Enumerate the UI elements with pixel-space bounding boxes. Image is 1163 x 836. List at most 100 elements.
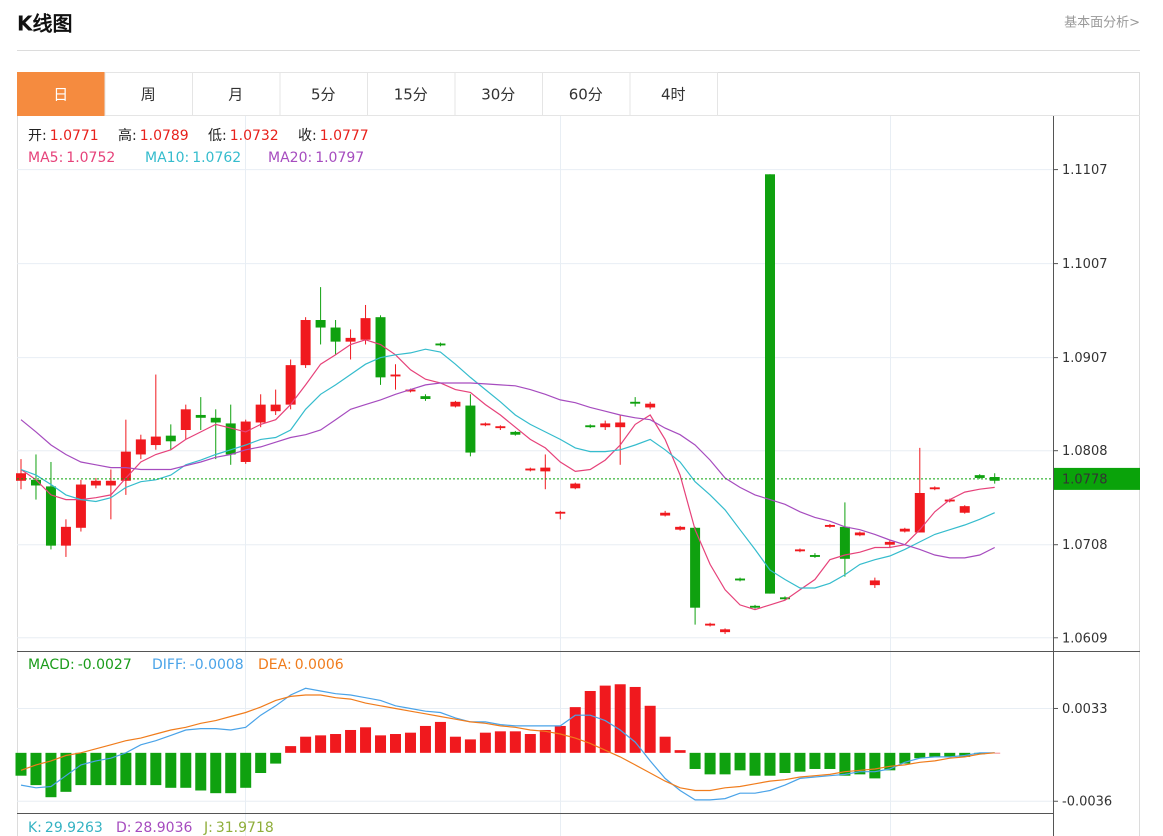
tab-label[interactable]: 60分 [569, 86, 603, 104]
candle-body [720, 629, 731, 633]
candle-body [345, 337, 356, 342]
y-tick-label: 1.0808 [1062, 444, 1108, 459]
candle-body [135, 439, 146, 455]
candle-body [465, 405, 476, 453]
macd-bar [689, 752, 701, 769]
macd-bar [659, 736, 671, 753]
tab[interactable] [104, 72, 193, 116]
ma-info-label: MA10: [145, 150, 189, 166]
macd-bar [315, 735, 327, 753]
candle-body [675, 526, 686, 530]
candle-body [375, 317, 386, 378]
y-tick-label: 1.0907 [1062, 351, 1108, 366]
tab[interactable] [454, 72, 543, 116]
candle-body [165, 435, 176, 442]
macd-bar [584, 690, 596, 753]
last-price-box [1054, 467, 1140, 490]
candle-body [570, 483, 581, 489]
candle-body [420, 396, 431, 399]
macd-bar [599, 685, 611, 753]
macd-bar [629, 686, 641, 753]
ma-info: MA5: 1.0752 [28, 150, 115, 166]
candle-body [765, 174, 775, 594]
macd-bar [824, 752, 836, 769]
candle-body [585, 425, 596, 428]
fundamental-link[interactable]: 基本面分析> [1064, 16, 1140, 31]
kdj-info-label: K: [28, 820, 42, 836]
candle-body [120, 451, 131, 481]
kdj-info: J: 31.9718 [203, 820, 274, 836]
candle-body [735, 578, 746, 581]
macd-bar [644, 705, 656, 753]
macd-bar [914, 752, 926, 759]
candle-body [884, 541, 895, 545]
macd-bar [45, 752, 57, 798]
macd-bar [539, 729, 551, 753]
macd-bar [869, 752, 881, 779]
tab-label[interactable]: 30分 [481, 86, 515, 104]
ma-info: MA10: 1.0762 [145, 150, 241, 166]
macd-bar [419, 725, 431, 753]
tab[interactable] [192, 72, 281, 116]
macd-info-value: -0.0027 [78, 657, 132, 673]
tab-label[interactable]: 4时 [661, 86, 686, 104]
tab-label[interactable]: 15分 [394, 86, 428, 104]
candle-body [645, 403, 656, 408]
macd-bar [554, 725, 566, 753]
macd-info-label: DEA: [258, 657, 292, 673]
macd-bar [390, 734, 401, 753]
candle-body [779, 597, 790, 600]
tab-label[interactable]: 日 [53, 86, 68, 104]
macd-bar [165, 752, 177, 788]
candle-body [690, 527, 701, 608]
tab[interactable] [629, 72, 718, 116]
candle-body [540, 467, 551, 472]
tab-label[interactable]: 月 [228, 86, 243, 104]
ma-info-value: 1.0762 [192, 150, 241, 166]
candle-body [660, 512, 671, 516]
tab[interactable] [542, 72, 631, 116]
macd-bar [464, 739, 476, 753]
macd-bar [764, 752, 776, 776]
ohlc-info-label: 高: [118, 127, 137, 144]
candle-body [854, 532, 865, 536]
macd-bar [839, 752, 851, 776]
kdj-info: K: 29.9263 [28, 820, 103, 836]
tab[interactable] [367, 72, 456, 116]
candle-body [150, 436, 161, 446]
tab-label[interactable]: 5分 [311, 86, 336, 104]
candle-body [705, 623, 716, 626]
candle-body [225, 423, 236, 455]
candle-body [60, 526, 71, 546]
macd-bar [884, 752, 896, 771]
macd-bar [150, 752, 162, 786]
tab[interactable] [279, 72, 368, 116]
candle-body [480, 423, 491, 426]
ohlc-info: 低: 1.0732 [208, 128, 279, 144]
macd-bar [944, 752, 956, 757]
macd-bar [60, 752, 72, 792]
macd-info-label: MACD: [28, 657, 75, 673]
tab-label[interactable]: 周 [141, 86, 156, 104]
candle-body [390, 374, 401, 377]
macd-bar [434, 721, 446, 753]
kdj-info-value: 28.9036 [135, 820, 193, 836]
candle-body [600, 423, 611, 428]
macd-bar [180, 752, 192, 788]
candle-body [16, 473, 26, 481]
candle-body [180, 409, 191, 431]
kdj-info-value: 31.9718 [216, 820, 274, 836]
macd-bar [360, 727, 372, 753]
macd-bar [195, 752, 207, 791]
macd-bar [255, 752, 267, 774]
macd-bar [449, 736, 461, 753]
macd-info-value: 0.0006 [295, 657, 344, 673]
macd-bar [614, 684, 626, 753]
ma-line [20, 339, 995, 611]
ohlc-info: 收: 1.0777 [298, 128, 369, 144]
macd-bar [524, 734, 536, 753]
candle-body [510, 431, 521, 435]
macd-bar [270, 752, 282, 764]
